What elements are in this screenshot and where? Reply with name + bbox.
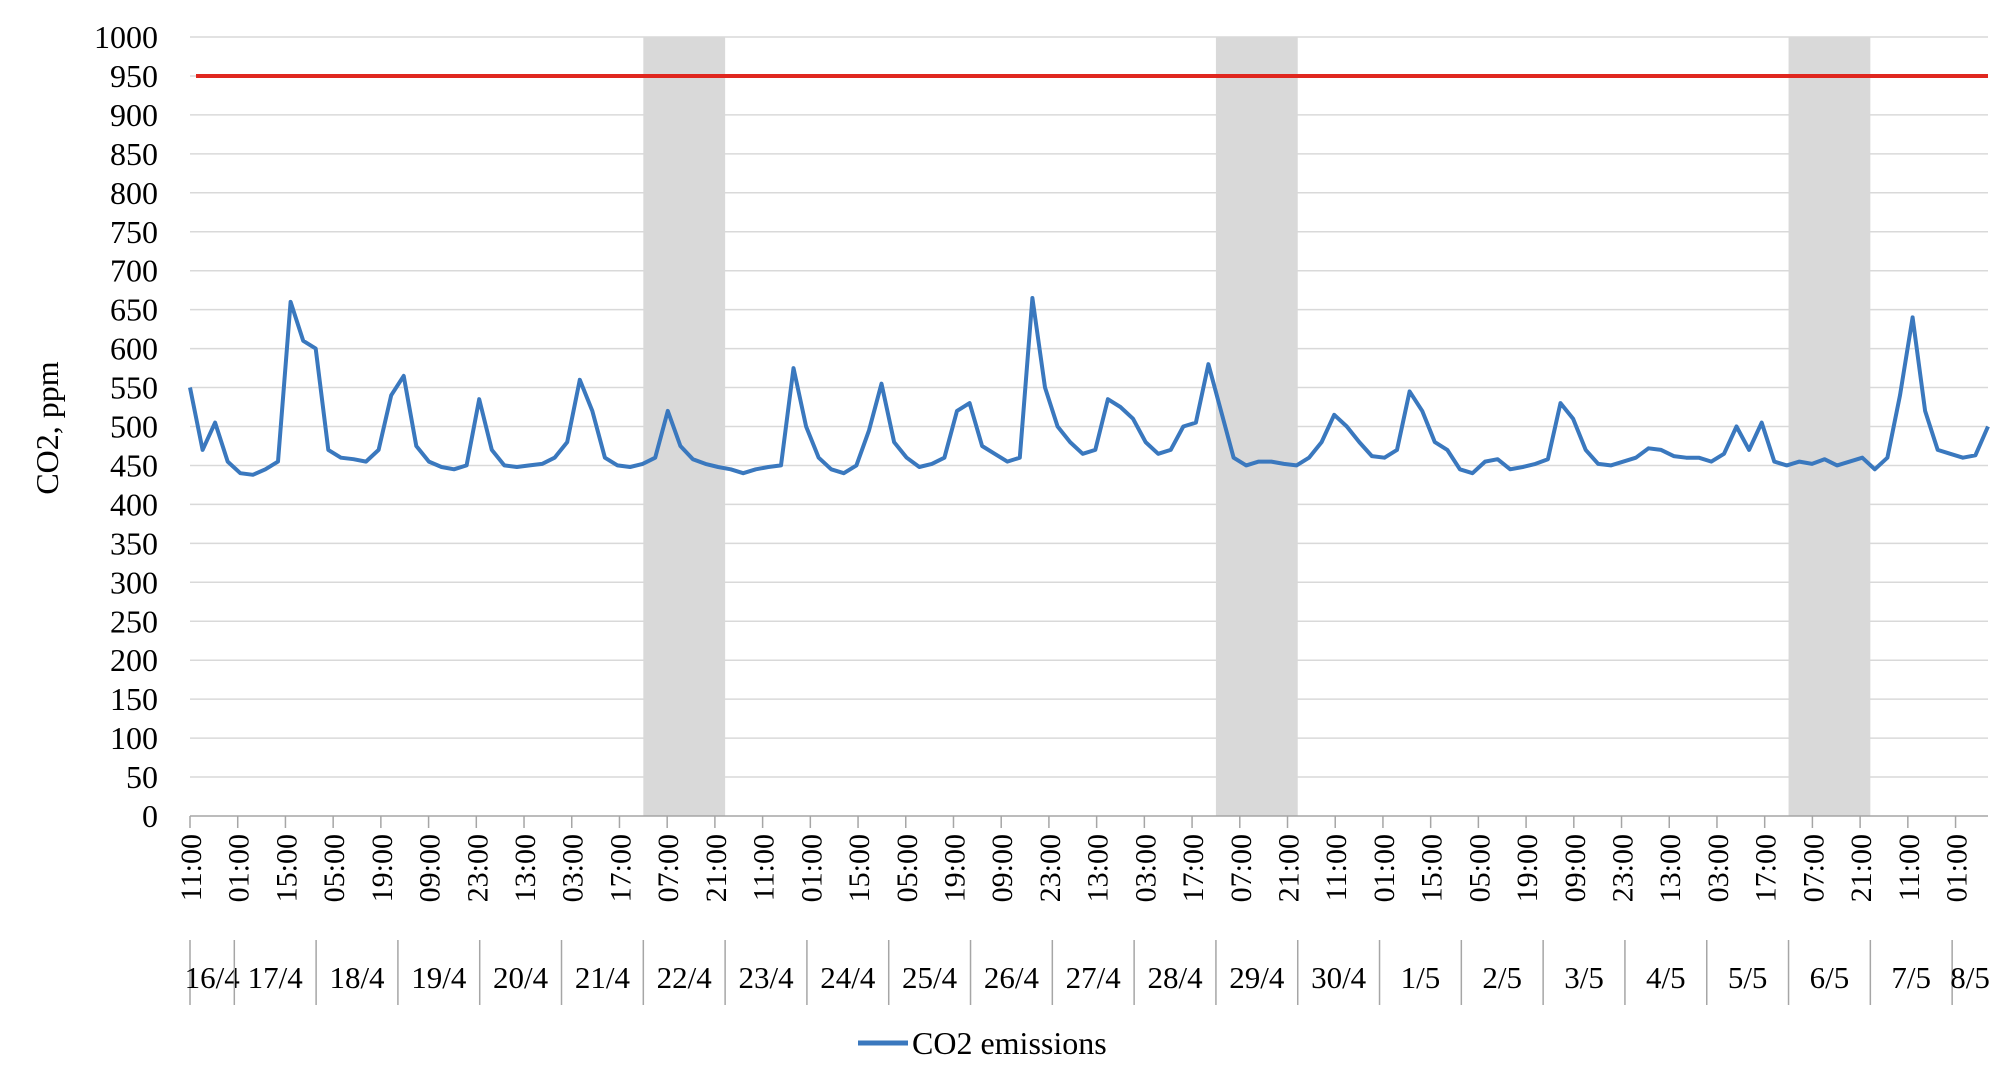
x-time-label: 23:00 [1034,834,1067,902]
x-time-label: 21:00 [700,834,733,902]
x-time-label: 11:00 [1320,834,1353,901]
x-time-label: 17:00 [1177,834,1210,902]
series-layer [188,296,1990,477]
x-time-label: 23:00 [1607,834,1640,902]
y-tick-label: 750 [110,214,158,250]
x-date-label: 28/4 [1147,960,1203,995]
x-date-label: 4/5 [1646,960,1686,995]
x-time-label: 05:00 [1463,834,1496,902]
legend: CO2 emissions [858,1025,1107,1061]
x-time-label: 13:00 [1082,834,1115,902]
x-time-label: 19:00 [366,834,399,902]
x-time-label: 07:00 [1797,834,1830,902]
x-date-label: 18/4 [329,960,385,995]
x-time-label: 09:00 [986,834,1019,902]
x-time-label: 13:00 [1654,834,1687,902]
x-time-label: 09:00 [414,834,447,902]
y-tick-label: 650 [110,292,158,328]
x-time-label: 01:00 [795,834,828,902]
x-date-label: 26/4 [984,960,1040,995]
y-axis: 0501001502002503003504004505005506006507… [94,19,158,834]
x-date-label: 21/4 [575,960,631,995]
x-date-label: 6/5 [1810,960,1850,995]
x-time-label: 21:00 [1845,834,1878,902]
x-date-label: 29/4 [1229,960,1285,995]
x-time-label: 19:00 [938,834,971,902]
y-tick-label: 200 [110,642,158,678]
series-line-co2-emissions [188,296,1990,477]
x-date-label: 27/4 [1066,960,1122,995]
x-date-label: 25/4 [902,960,958,995]
x-time-label: 09:00 [1559,834,1592,902]
x-date-label: 7/5 [1891,960,1931,995]
x-time-label: 19:00 [1511,834,1544,902]
x-time-label: 05:00 [318,834,351,902]
x-date-label: 5/5 [1728,960,1768,995]
x-time-label: 15:00 [843,834,876,902]
x-time-label: 17:00 [1750,834,1783,902]
y-tick-label: 1000 [94,19,158,55]
y-tick-label: 700 [110,253,158,289]
x-date-label: 1/5 [1401,960,1441,995]
x-date-label: 16/4 [185,960,241,995]
y-tick-label: 950 [110,58,158,94]
x-time-label: 07:00 [1225,834,1258,902]
y-tick-label: 900 [110,97,158,133]
x-time-label: 15:00 [270,834,303,902]
x-date-label: 23/4 [738,960,794,995]
x-time-label: 21:00 [1273,834,1306,902]
y-axis-label: CO2, ppm [29,361,65,494]
x-time-label: 11:00 [175,834,208,901]
x-time-label: 07:00 [652,834,685,902]
x-time-label: 11:00 [748,834,781,901]
x-date-label: 30/4 [1311,960,1367,995]
x-date-label: 24/4 [820,960,876,995]
y-tick-label: 100 [110,720,158,756]
y-tick-label: 300 [110,564,158,600]
x-date-label: 8/5 [1950,960,1990,995]
y-tick-label: 500 [110,409,158,445]
y-tick-label: 800 [110,175,158,211]
x-date-label: 19/4 [411,960,467,995]
x-time-label: 03:00 [1129,834,1162,902]
y-tick-label: 250 [110,603,158,639]
x-time-label: 11:00 [1893,834,1926,901]
y-tick-label: 550 [110,370,158,406]
x-time-label: 01:00 [223,834,256,902]
legend-label: CO2 emissions [912,1025,1107,1061]
y-tick-label: 350 [110,525,158,561]
x-time-label: 03:00 [557,834,590,902]
x-time-label: 01:00 [1368,834,1401,902]
y-tick-label: 600 [110,331,158,367]
y-tick-label: 400 [110,486,158,522]
gridlines [190,36,1988,778]
x-time-label: 17:00 [604,834,637,902]
x-date-label: 17/4 [248,960,304,995]
y-tick-label: 450 [110,447,158,483]
x-time-label: 23:00 [461,834,494,902]
x-axis: 11:00 01:00 15:00 05:00 19:00 09:00 23:00 13:00… [175,815,1990,1005]
x-date-label: 22/4 [657,960,713,995]
x-date-label: 3/5 [1564,960,1604,995]
x-date-label: 20/4 [493,960,549,995]
y-tick-label: 150 [110,681,158,717]
x-time-label: 15:00 [1416,834,1449,902]
x-time-label: 13:00 [509,834,542,902]
x-date-label: 2/5 [1482,960,1522,995]
x-time-label: 03:00 [1702,834,1735,902]
x-time-label: 01:00 [1941,834,1974,902]
x-time-label: 05:00 [891,834,924,902]
y-tick-label: 0 [142,798,158,834]
y-tick-label: 50 [126,759,158,795]
y-tick-label: 850 [110,136,158,172]
